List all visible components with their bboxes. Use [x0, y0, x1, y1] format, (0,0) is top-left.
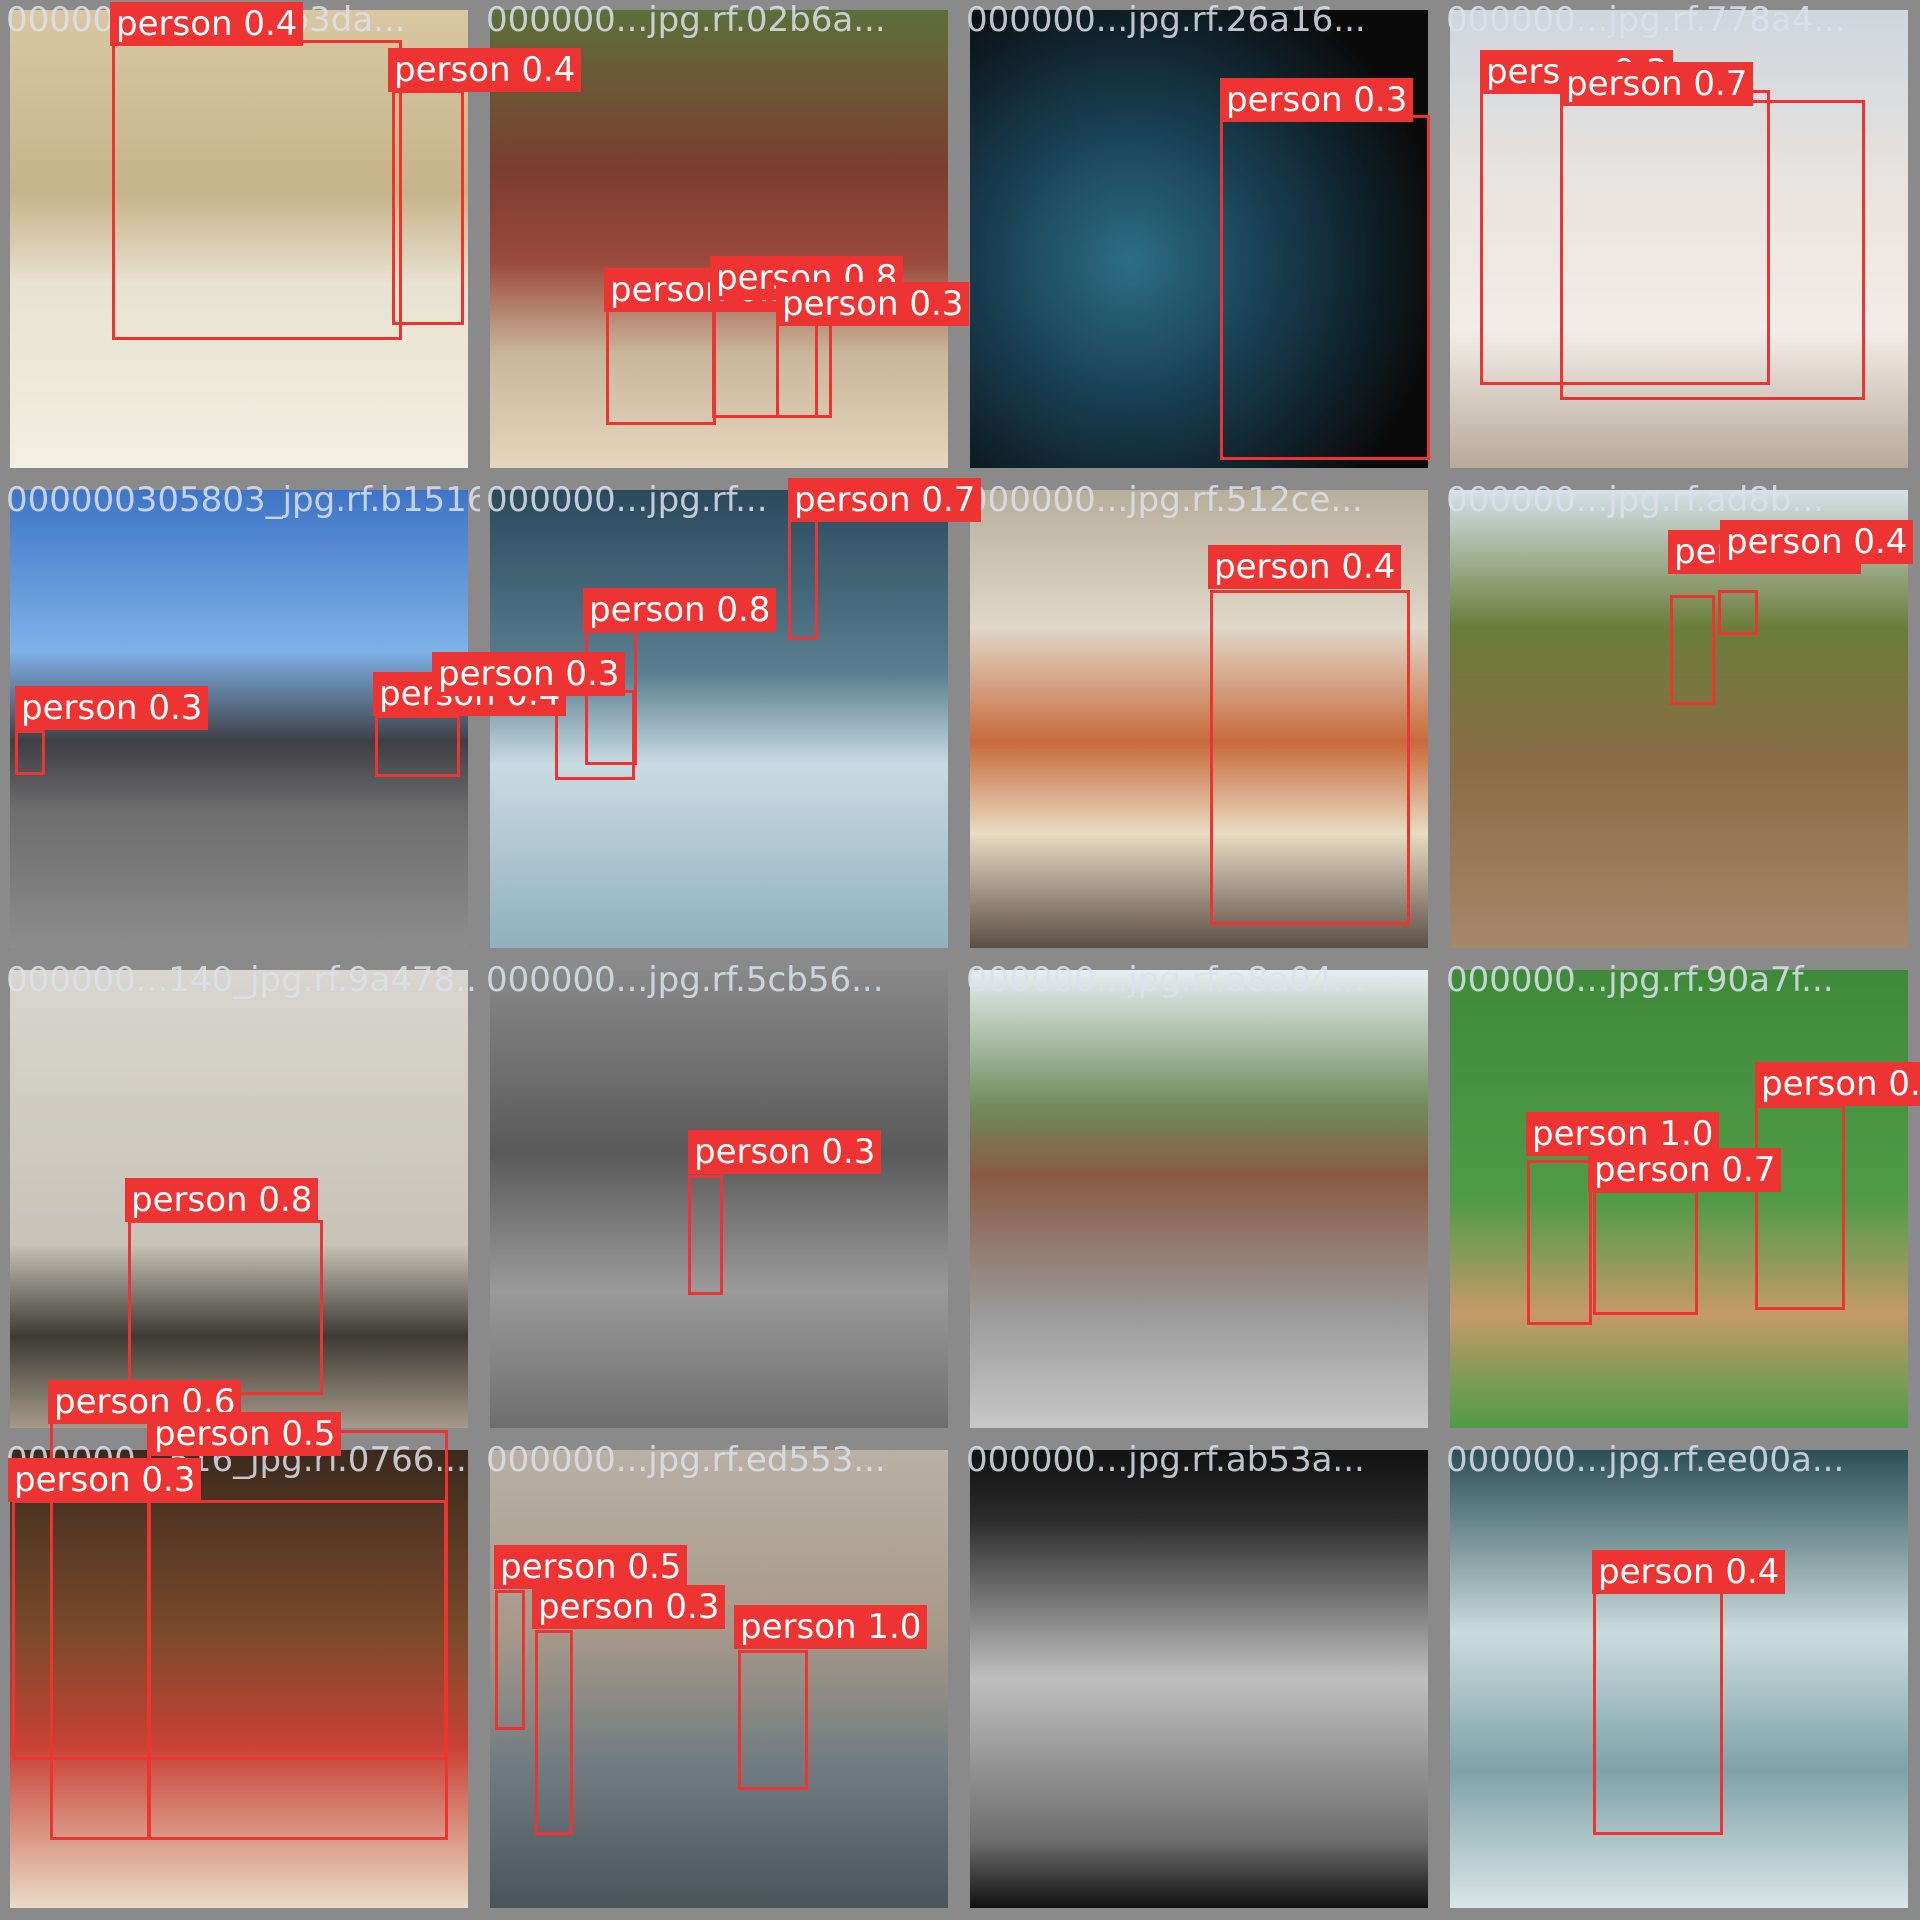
detection-label: person 0.4: [1720, 520, 1914, 564]
bounding-box: [15, 730, 45, 775]
detection-label: person 0.4: [110, 2, 304, 46]
detection-label: person 1.0: [734, 1605, 928, 1649]
detection-label: person 0.3: [688, 1130, 882, 1174]
tile-photo: [490, 1450, 948, 1908]
tile-photo: [970, 1450, 1428, 1908]
detection-label: person 0.3: [532, 1585, 726, 1629]
detection-label: person 0.8: [125, 1178, 319, 1222]
bounding-box: [495, 1590, 525, 1730]
image-tile: 000000...140_jpg.rf.9a478...: [0, 960, 480, 1440]
detection-label: person 0.4: [1208, 545, 1402, 589]
tile-filename: 000000...jpg.rf.a8a04...: [966, 960, 1365, 1000]
detection-label: person 0.8: [583, 588, 777, 632]
tile-photo: [1450, 1450, 1908, 1908]
bounding-box: [738, 1650, 808, 1790]
tile-photo: [970, 970, 1428, 1428]
tile-filename: 000000...jpg.rf.90a7f...: [1446, 960, 1834, 1000]
tile-filename: 000000305803_jpg.rf.b1516...: [6, 480, 480, 520]
image-tile: 000000...jpg.rf.5cb56...: [480, 960, 960, 1440]
detection-label: person 0.3: [8, 1458, 202, 1502]
tile-filename: 000000...jpg.rf.ad8b...: [1446, 480, 1824, 520]
bounding-box: [112, 40, 402, 340]
tile-filename: 000000...jpg.rf.02b6a...: [486, 0, 886, 40]
tile-filename: 000000...jpg.rf.ed553...: [486, 1440, 886, 1480]
bounding-box: [1593, 1190, 1698, 1315]
detection-label: person 0.4: [388, 48, 582, 92]
tile-photo: [10, 1450, 468, 1908]
image-tile: 000000...jpg.rf.a8a04...: [960, 960, 1440, 1440]
bounding-box: [1670, 595, 1715, 705]
bounding-box: [128, 1220, 323, 1395]
bounding-box: [1593, 1555, 1723, 1835]
image-tile: 000000...jpg.rf.ab53a...: [960, 1440, 1440, 1920]
tile-filename: 000000...jpg.rf.778a4...: [1446, 0, 1846, 40]
detection-label: person 0.3: [1220, 78, 1414, 122]
detection-label: person 0.3: [15, 686, 209, 730]
bounding-box: [12, 1500, 447, 1760]
detection-label: person 0.5: [494, 1545, 688, 1589]
bounding-box: [1527, 1160, 1592, 1325]
image-tile: 000000...jpg.rf.02b6a...: [480, 0, 960, 480]
tile-photo: [490, 490, 948, 948]
image-tile: 000000...jpg.rf.512ce...: [960, 480, 1440, 960]
bounding-box: [535, 1630, 573, 1835]
image-tile: 000000...jpg.rf...: [480, 480, 960, 960]
detection-label: person 0.3: [776, 282, 970, 326]
bounding-box: [1560, 100, 1865, 400]
bounding-box: [392, 90, 464, 325]
detection-label: person 0.5: [1755, 1062, 1920, 1106]
bounding-box: [1718, 590, 1758, 635]
detection-label: person 0.7: [788, 478, 982, 522]
image-tile: 000000...jpg.rf.90a7f...: [1440, 960, 1920, 1440]
image-tile: 000000...jpg.rf.ee00a...: [1440, 1440, 1920, 1920]
tile-filename: 000000...jpg.rf.ee00a...: [1446, 1440, 1845, 1480]
tile-filename: 000000...jpg.rf.ab53a...: [966, 1440, 1365, 1480]
tile-filename: 000000...jpg.rf.26a16...: [966, 0, 1366, 40]
detection-label: person 0.5: [148, 1412, 342, 1456]
tile-filename: 000000...jpg.rf.512ce...: [966, 480, 1363, 520]
detection-label: person 0.7: [1560, 62, 1754, 106]
detection-label: person 0.4: [1592, 1550, 1786, 1594]
tile-filename: 000000...140_jpg.rf.9a478...: [6, 960, 480, 1000]
bounding-box: [375, 715, 460, 777]
tile-photo: [490, 970, 948, 1428]
image-tile: 000000...jpg.rf.ed553...: [480, 1440, 960, 1920]
tile-photo: [1450, 970, 1908, 1428]
tile-filename: 000000...jpg.rf...: [486, 480, 768, 520]
bounding-box: [555, 690, 635, 780]
bounding-box: [688, 1175, 723, 1295]
detection-label: person 0.3: [432, 652, 626, 696]
detection-label: person 0.7: [1588, 1148, 1782, 1192]
image-tile: 000000...516_jpg.rf.0766...: [0, 1440, 480, 1920]
bounding-box: [1220, 115, 1430, 460]
bounding-box: [1755, 1105, 1845, 1310]
bounding-box: [1210, 590, 1410, 925]
tile-filename: 000000...jpg.rf.5cb56...: [486, 960, 884, 1000]
